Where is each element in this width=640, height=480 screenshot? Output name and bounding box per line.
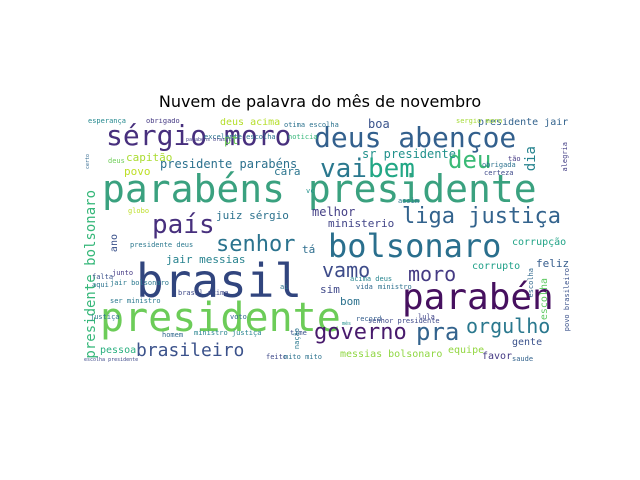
word: vc <box>306 187 315 195</box>
word: país <box>152 210 215 240</box>
word: corrupção <box>512 237 567 248</box>
word: deus acima <box>220 118 281 128</box>
word: vida <box>356 283 373 291</box>
word: pessoa <box>100 345 137 356</box>
word: capitão <box>126 151 173 164</box>
word: cara <box>274 165 301 178</box>
word: junto <box>112 269 134 277</box>
word: ser ministro <box>110 297 161 305</box>
word: esperança <box>88 118 126 125</box>
word: moro <box>408 262 457 286</box>
word: deu <box>448 146 492 174</box>
word: presidente jair <box>478 118 569 128</box>
word: excelente escolha <box>204 133 276 141</box>
word: acima deus <box>350 275 393 283</box>
word: bolsonaro <box>328 227 502 265</box>
word: certeza <box>484 169 514 177</box>
word: obrigado <box>146 118 180 125</box>
word: certo <box>85 154 91 170</box>
word: ministerio <box>328 217 395 230</box>
word: mês <box>342 321 352 327</box>
word: obrigada <box>482 161 516 169</box>
word: dia <box>523 146 539 172</box>
word: nação <box>293 328 301 350</box>
word: orgulho <box>466 314 551 338</box>
word: escolha <box>539 278 550 321</box>
word: ano <box>109 234 120 253</box>
word: favor <box>482 351 513 362</box>
word: otima escolha <box>284 121 339 129</box>
word: record <box>356 315 382 323</box>
word: alegria <box>561 142 569 172</box>
word: ministro justiça <box>194 329 262 337</box>
word: vai <box>320 154 367 184</box>
word: pt <box>224 133 239 147</box>
word: deus <box>108 157 125 165</box>
word: boa <box>368 118 390 131</box>
word: parabéns presidente <box>102 167 537 211</box>
word: assim <box>398 197 420 205</box>
word: escolha presidente <box>84 357 139 363</box>
word: brasil <box>136 254 303 308</box>
word: povo <box>124 165 151 178</box>
word: falta <box>92 273 114 281</box>
word: melhor <box>312 205 356 219</box>
word: saude <box>512 355 534 363</box>
word: vamo <box>322 258 371 282</box>
word: liga justiça <box>402 204 561 229</box>
chart-title: Nuvem de palavra do mês de novembro <box>158 92 482 111</box>
word: sr presidente <box>362 147 456 161</box>
word: ai <box>280 283 289 291</box>
word: senhor <box>216 232 296 257</box>
word: tá <box>302 243 316 256</box>
word: jair messias <box>166 253 246 266</box>
word: sim <box>320 283 340 296</box>
word: presidente <box>100 295 341 341</box>
word: globo <box>128 207 150 215</box>
word: escolha <box>527 268 535 298</box>
word: parabén <box>402 277 554 318</box>
word: juiz sérgio <box>216 209 289 222</box>
word: ministro <box>378 283 412 291</box>
word: lula <box>418 313 435 321</box>
word-cloud: parabéns presidente brasil presidente pa… <box>84 118 574 368</box>
word: equipe <box>448 345 485 356</box>
word: mito mito <box>284 353 322 361</box>
word: brasil acima <box>178 289 229 297</box>
word: aqui <box>92 281 109 289</box>
word: pra <box>416 318 460 346</box>
word: presidente parabéns <box>160 157 298 171</box>
word: sergio moro <box>456 118 503 125</box>
word: bem <box>368 154 415 184</box>
word: brasileiro <box>136 340 245 361</box>
word: corrupto <box>472 261 521 272</box>
word: messias bolsonaro <box>340 349 443 360</box>
word: povo brasileiro <box>563 268 571 332</box>
word: deus abençoe <box>314 121 517 154</box>
word: governo <box>314 320 407 345</box>
word: parabéns brasil <box>186 137 232 143</box>
word: feito <box>266 353 288 361</box>
word: justiça <box>90 313 120 321</box>
word: time <box>290 329 307 337</box>
word: presidente deus <box>130 241 194 249</box>
word: bom <box>340 295 360 308</box>
word: tão <box>508 155 521 163</box>
word: noticia <box>288 133 318 141</box>
word: jair bolsonaro <box>110 279 170 287</box>
word: voto <box>230 313 247 321</box>
word: feliz <box>536 257 570 270</box>
word: gente <box>512 337 543 348</box>
word: sérgio moro <box>106 119 292 152</box>
word: senhor presidente <box>368 317 440 325</box>
word: homem <box>162 331 184 339</box>
